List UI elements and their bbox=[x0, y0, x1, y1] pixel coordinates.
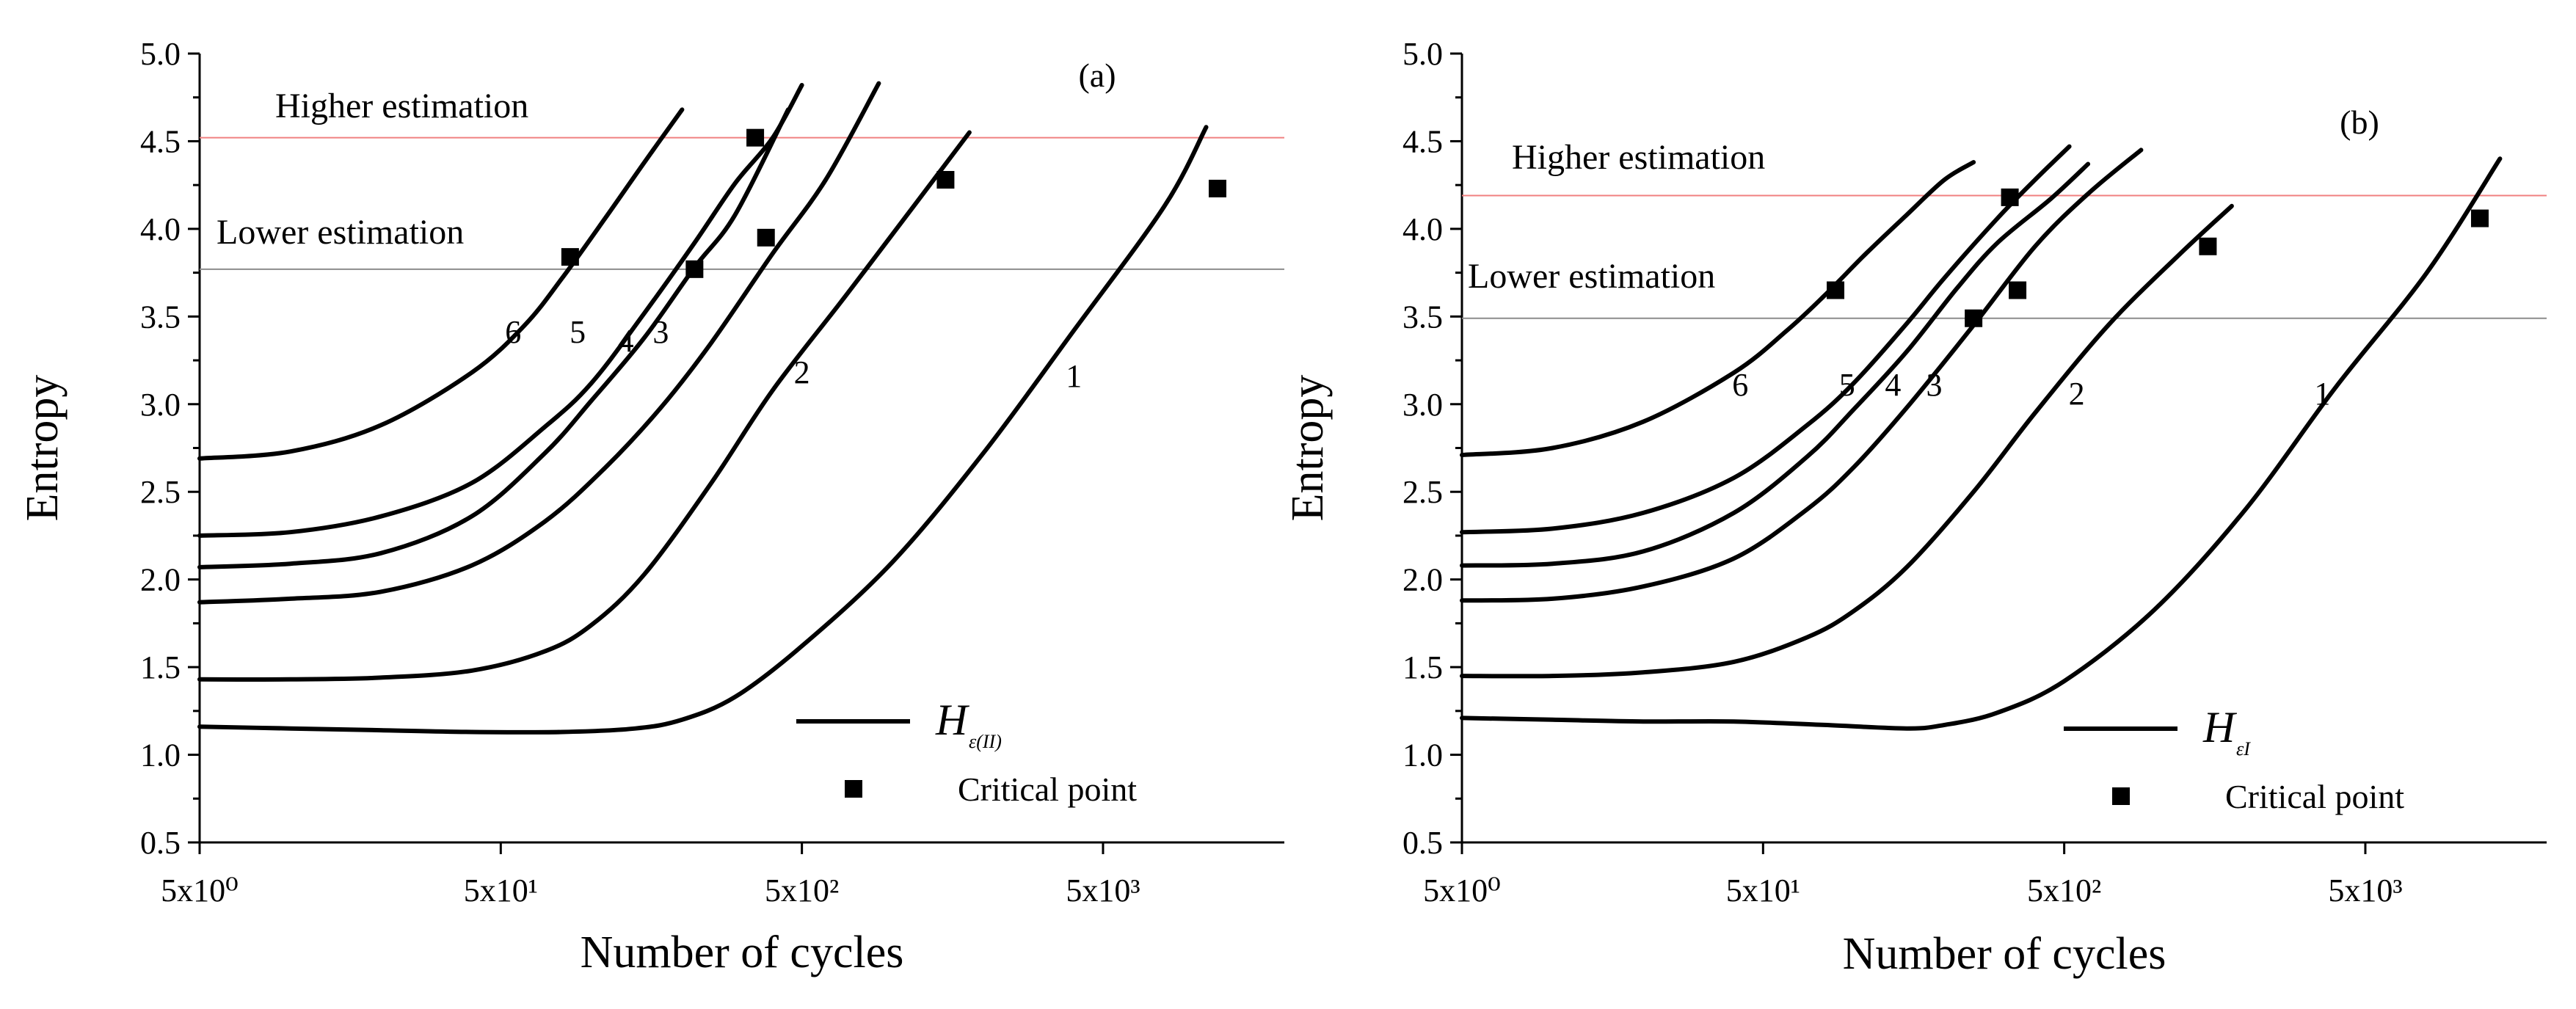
series-label-1: 1 bbox=[2314, 376, 2330, 412]
x-tick-label: 5x10² bbox=[765, 873, 839, 908]
series-line-3 bbox=[1460, 147, 2144, 603]
x-axis-title: Number of cycles bbox=[1843, 929, 2166, 979]
lower-estimation-label: Lower estimation bbox=[217, 213, 464, 252]
series-line-4 bbox=[197, 107, 790, 569]
y-axis-title: Entropy bbox=[1283, 375, 1333, 522]
panel-label: (b) bbox=[2340, 103, 2379, 141]
y-tick-label: 4.5 bbox=[1402, 123, 1443, 159]
x-tick-label: 5x10² bbox=[2027, 873, 2101, 908]
series-label-5: 5 bbox=[1839, 367, 1855, 403]
higher-estimation-label: Higher estimation bbox=[275, 87, 528, 125]
series-label-3: 3 bbox=[1926, 367, 1942, 403]
y-tick-label: 0.5 bbox=[1402, 825, 1443, 861]
x-tick-label: 5x10³ bbox=[1066, 873, 1140, 908]
x-tick-label: 5x10⁰ bbox=[161, 873, 239, 908]
critical-point-marker bbox=[2470, 209, 2489, 227]
series-line-3 bbox=[197, 81, 881, 605]
legend-marker-swatch bbox=[845, 780, 862, 798]
critical-point-marker bbox=[936, 171, 955, 189]
chart-panel-b: 0.5 1.0 1.5 2.0 2.5 3.0 3.5 4.0 4.5 5.0 5x10⁰ 5x10¹… bbox=[1283, 36, 2547, 979]
series-line-5 bbox=[197, 83, 804, 538]
y-tick-label: 0.5 bbox=[140, 825, 181, 861]
x-tick-label: 5x10³ bbox=[2328, 873, 2402, 908]
legend-line-symbol: H bbox=[2202, 703, 2238, 751]
y-tick-label: 5.0 bbox=[140, 36, 181, 72]
critical-point-marker bbox=[2001, 188, 2019, 206]
y-tick-label: 3.0 bbox=[140, 387, 181, 423]
legend-marker-swatch bbox=[2112, 787, 2130, 805]
y-tick-label: 2.5 bbox=[1402, 474, 1443, 510]
y-tick-label: 3.0 bbox=[1402, 387, 1443, 423]
y-tick-label: 2.5 bbox=[140, 474, 181, 510]
series-line-2 bbox=[197, 130, 972, 682]
legend-line-subscript: ε(II) bbox=[969, 731, 1002, 752]
series-line-1 bbox=[197, 125, 1209, 735]
legend-marker-label: Critical point bbox=[2225, 778, 2404, 815]
series-label-1: 1 bbox=[1066, 358, 1082, 394]
critical-point-marker bbox=[2009, 281, 2027, 299]
series-line-6 bbox=[1460, 160, 1976, 458]
x-tick-label: 5x10⁰ bbox=[1423, 873, 1501, 908]
y-tick-label: 1.5 bbox=[140, 649, 181, 685]
x-axis-title: Number of cycles bbox=[581, 928, 904, 977]
series-label-6: 6 bbox=[505, 314, 521, 350]
x-tick-label: 5x10¹ bbox=[1726, 873, 1800, 908]
y-tick-label: 2.0 bbox=[140, 562, 181, 598]
y-tick-label: 5.0 bbox=[1402, 36, 1443, 72]
critical-point-marker bbox=[561, 248, 579, 266]
series-label-2: 2 bbox=[2069, 376, 2085, 412]
series-line-5 bbox=[1460, 144, 2072, 535]
series-line-6 bbox=[197, 107, 685, 461]
series-label-4: 4 bbox=[1885, 367, 1901, 403]
legend-line-subscript: εI bbox=[2236, 738, 2251, 760]
critical-point-marker bbox=[2199, 237, 2217, 255]
x-tick-label: 5x10¹ bbox=[464, 873, 538, 908]
higher-estimation-label: Higher estimation bbox=[1512, 138, 1765, 177]
y-tick-label: 1.5 bbox=[1402, 649, 1443, 685]
series-label-5: 5 bbox=[570, 314, 586, 350]
y-axis-title: Entropy bbox=[18, 375, 68, 522]
series-line-2 bbox=[1460, 203, 2234, 679]
series-line-1 bbox=[1460, 156, 2503, 731]
critical-point-marker bbox=[685, 260, 704, 278]
y-tick-label: 3.5 bbox=[140, 299, 181, 335]
series-label-6: 6 bbox=[1732, 367, 1748, 403]
legend-line-symbol: H bbox=[935, 696, 970, 744]
y-tick-label: 4.5 bbox=[140, 123, 181, 159]
critical-point-marker bbox=[1965, 309, 1983, 327]
lower-estimation-label: Lower estimation bbox=[1468, 257, 1715, 296]
series-label-2: 2 bbox=[794, 354, 810, 390]
y-tick-label: 1.0 bbox=[140, 737, 181, 773]
critical-point-marker bbox=[1827, 281, 1845, 299]
critical-point-marker bbox=[757, 228, 775, 247]
y-tick-label: 4.0 bbox=[140, 211, 181, 247]
y-tick-label: 3.5 bbox=[1402, 299, 1443, 335]
legend-marker-label: Critical point bbox=[958, 771, 1137, 808]
y-tick-label: 4.0 bbox=[1402, 211, 1443, 247]
chart-panel-a: 0.5 1.0 1.5 2.0 2.5 3.0 3.5 4.0 4.5 5.0 5x10⁰ 5x10¹… bbox=[18, 36, 1284, 977]
critical-point-marker bbox=[1208, 179, 1226, 197]
critical-point-marker bbox=[746, 128, 765, 147]
series-line-4 bbox=[1460, 161, 2091, 568]
panel-label: (a) bbox=[1078, 57, 1116, 94]
y-tick-label: 1.0 bbox=[1402, 737, 1443, 773]
y-tick-label: 2.0 bbox=[1402, 562, 1443, 598]
